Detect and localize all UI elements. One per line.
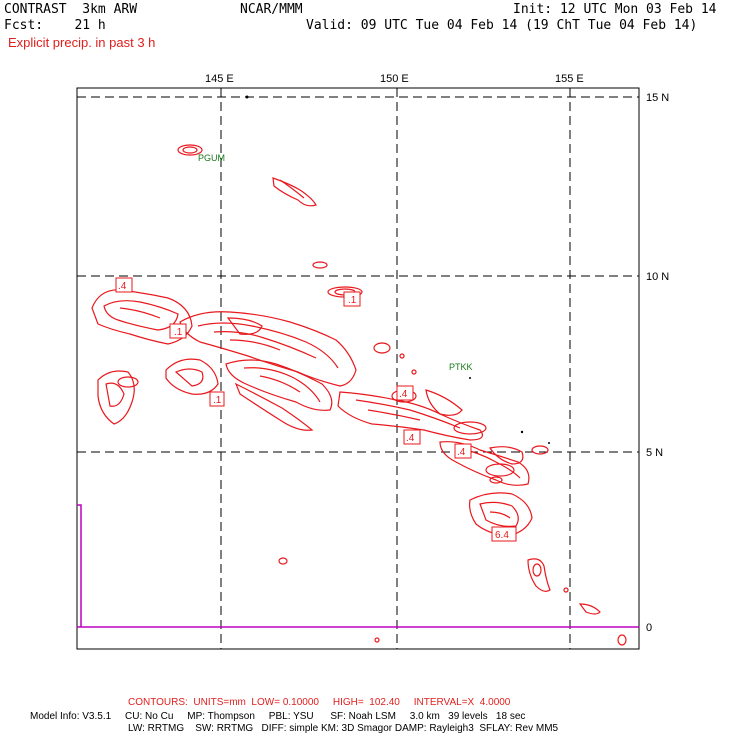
contour-label: .1 xyxy=(169,323,187,339)
contour-label-text: .4 xyxy=(118,281,127,292)
equator-line xyxy=(77,504,639,628)
contour-label-text: .1 xyxy=(213,395,222,406)
precip-contours xyxy=(91,144,627,646)
lon-label-150: 150 E xyxy=(380,73,409,85)
lat-label-15: 15 N xyxy=(646,92,669,104)
lat-label-0: 0 xyxy=(646,622,652,634)
lon-label-155: 155 E xyxy=(555,73,584,85)
model-info-line-1: Model Info: V3.5.1 CU: No Cu MP: Thompso… xyxy=(30,711,526,722)
island-dot xyxy=(520,430,524,434)
model-info-line-2: LW: RRTMG SW: RRTMG DIFF: simple KM: 3D … xyxy=(128,723,559,734)
contour-label: .1 xyxy=(343,291,361,307)
contour-label: .4 xyxy=(396,385,414,401)
lon-label-145: 145 E xyxy=(205,73,234,85)
contour-label: .4 xyxy=(115,277,133,293)
island-dot xyxy=(548,442,550,444)
contour-label-text: .4 xyxy=(399,389,408,400)
contour-label: .1 xyxy=(209,391,225,407)
forecast-hour: Fcst: 21 h xyxy=(4,18,106,33)
contour-label-text: .1 xyxy=(174,327,183,338)
island-dot xyxy=(245,95,249,99)
contour-label: .4 xyxy=(454,443,472,459)
contour-info: CONTOURS: UNITS=mm LOW= 0.10000 HIGH= 10… xyxy=(128,697,511,708)
model-title: CONTRAST 3km ARW xyxy=(4,2,138,17)
station-ptkk: PTKK xyxy=(449,362,473,372)
lat-label-5: 5 N xyxy=(646,447,663,459)
graticule xyxy=(77,88,639,649)
contour-label: .4 xyxy=(403,429,421,445)
station-pgum: PGUM xyxy=(198,153,225,163)
island-dot xyxy=(469,377,471,379)
contour-label-text: 6.4 xyxy=(495,530,509,541)
field-title: Explicit precip. in past 3 h xyxy=(8,35,156,50)
institution-label: NCAR/MMM xyxy=(240,2,303,17)
contour-label-text: .1 xyxy=(348,295,357,306)
contour-label-text: .4 xyxy=(406,433,415,444)
init-time: Init: 12 UTC Mon 03 Feb 14 xyxy=(513,2,717,17)
lat-label-10: 10 N xyxy=(646,271,669,283)
contour-label: 6.4 xyxy=(491,526,517,542)
valid-time: Valid: 09 UTC Tue 04 Feb 14 (19 ChT Tue … xyxy=(306,18,698,33)
contour-label-text: .4 xyxy=(457,447,466,458)
map-frame xyxy=(76,87,640,650)
